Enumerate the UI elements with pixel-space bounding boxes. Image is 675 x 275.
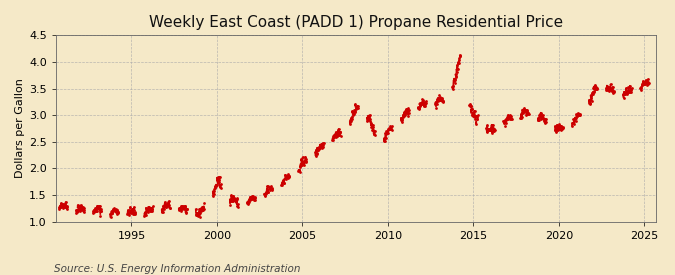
Y-axis label: Dollars per Gallon: Dollars per Gallon: [15, 79, 25, 178]
Text: Source: U.S. Energy Information Administration: Source: U.S. Energy Information Administ…: [54, 264, 300, 274]
Title: Weekly East Coast (PADD 1) Propane Residential Price: Weekly East Coast (PADD 1) Propane Resid…: [148, 15, 563, 30]
